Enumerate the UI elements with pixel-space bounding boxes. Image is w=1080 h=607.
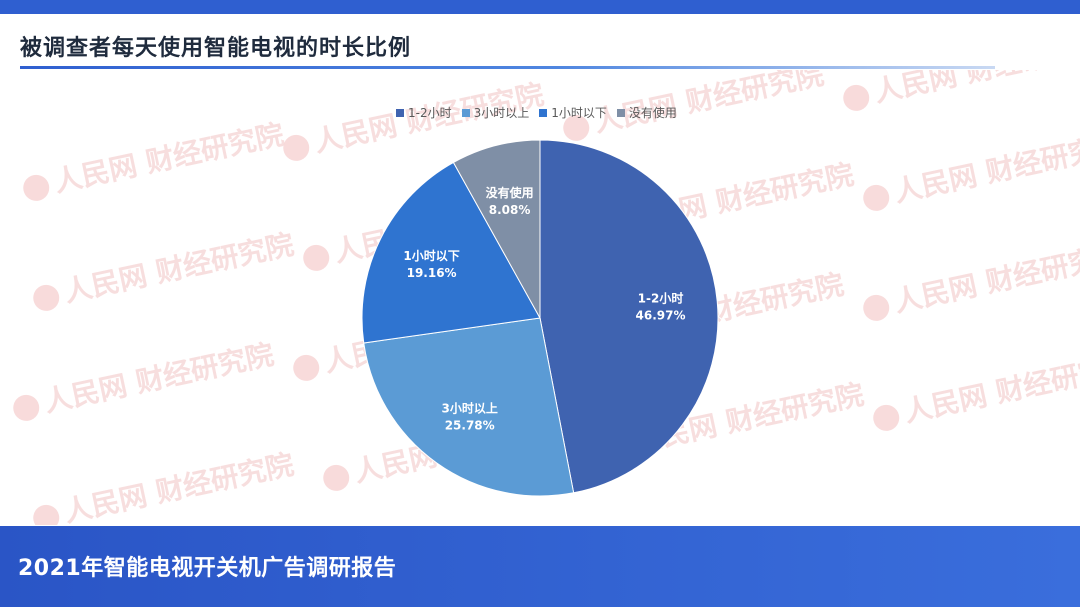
legend-label: 没有使用: [628, 106, 677, 120]
top-accent-bar: [0, 0, 1080, 14]
slice-value-label: 8.08%: [489, 203, 531, 217]
pie-slice: [361, 161, 541, 344]
slice-value-label: 46.97%: [636, 309, 686, 323]
chart-legend: 1-2小时 3小时以上 1小时以下 没有使用: [396, 104, 677, 121]
legend-label: 1-2小时: [408, 106, 452, 120]
legend-label: 3小时以上: [473, 106, 530, 120]
legend-swatch: [461, 108, 470, 117]
title-underline: [20, 66, 995, 69]
slice-category-label: 1-2小时: [638, 291, 684, 306]
pie-chart: 1-2小时 46.97% 3小时以上 25.78% 1小时以下 19.16% 没有使用 8.0…: [361, 139, 719, 497]
legend-item: 3小时以上: [461, 104, 530, 121]
legend-swatch: [396, 108, 404, 117]
slice-category-label: 3小时以上: [442, 401, 498, 416]
slice-value-label: 25.78%: [445, 419, 495, 433]
slice-category-label: 1小时以下: [403, 248, 459, 263]
legend-item: 1-2小时: [396, 104, 452, 121]
pie-slice: [539, 139, 719, 494]
pie-slice: [452, 139, 541, 320]
legend-item: 1小时以下: [539, 104, 607, 121]
pie-slice: [363, 317, 575, 497]
legend-swatch: [539, 108, 548, 117]
legend-label: 1小时以下: [551, 106, 607, 120]
slice-category-label: 没有使用: [486, 185, 534, 200]
legend-swatch: [616, 108, 625, 117]
report-title: 2021年智能电视开关机广告调研报告: [18, 556, 397, 581]
footer-bar: 2021年智能电视开关机广告调研报告: [0, 526, 1080, 607]
slice-value-label: 19.16%: [407, 266, 457, 280]
legend-item: 没有使用: [616, 104, 677, 121]
slide-title: 被调查者每天使用智能电视的时长比例: [20, 36, 412, 61]
